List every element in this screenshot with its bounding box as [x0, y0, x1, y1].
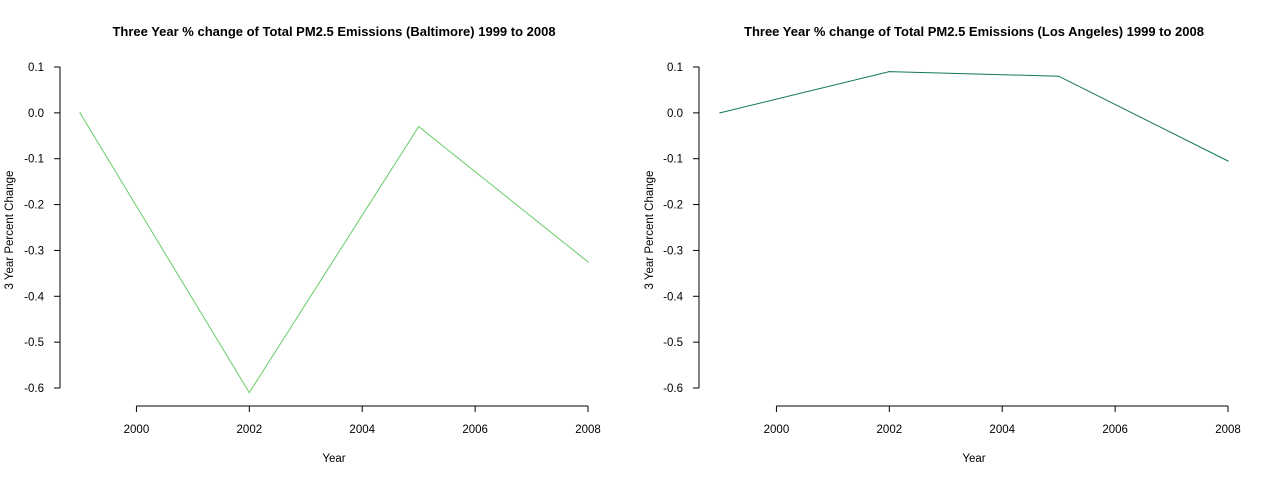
x-axis-label: Year: [322, 453, 345, 465]
data-point: [248, 391, 250, 394]
chart-title: Three Year % change of Total PM2.5 Emiss…: [744, 24, 1204, 39]
y-tick-label: -0.1: [663, 154, 683, 166]
x-tick-label: 2004: [989, 424, 1015, 436]
data-series-line: [79, 112, 589, 394]
data-point: [79, 112, 81, 114]
data-point: [587, 261, 589, 263]
y-tick-label: -0.5: [24, 337, 44, 349]
x-tick-label: 2000: [764, 424, 790, 436]
y-tick-label: 0.0: [28, 108, 44, 120]
y-tick-label: 0.1: [28, 62, 44, 74]
y-tick-label: -0.3: [24, 245, 44, 257]
x-tick-label: 2000: [124, 424, 150, 436]
x-axis-label: Year: [962, 453, 985, 465]
y-tick-label: -0.3: [663, 245, 683, 257]
y-tick-label: -0.4: [663, 291, 683, 303]
y-axis-label: 3 Year Percent Change: [644, 171, 656, 290]
data-series-line: [719, 71, 1229, 162]
y-axis-label: 3 Year Percent Change: [4, 171, 16, 290]
y-tick-label: 0.0: [667, 108, 683, 120]
x-tick-label: 2002: [877, 424, 903, 436]
data-point: [719, 112, 721, 114]
chart-title: Three Year % change of Total PM2.5 Emiss…: [112, 24, 555, 39]
data-point: [1058, 75, 1060, 77]
chart-panel-1: Three Year % change of Total PM2.5 Emiss…: [4, 24, 601, 465]
y-tick-label: -0.6: [663, 383, 683, 395]
x-tick-label: 2002: [237, 424, 263, 436]
y-tick-label: -0.4: [24, 291, 44, 303]
x-tick-label: 2004: [349, 424, 375, 436]
y-tick-label: -0.6: [24, 383, 44, 395]
x-tick-label: 2006: [462, 424, 488, 436]
y-tick-label: -0.1: [24, 154, 44, 166]
x-tick-label: 2008: [1215, 424, 1241, 436]
data-point: [888, 70, 890, 73]
x-tick-label: 2006: [1102, 424, 1128, 436]
x-tick-label: 2008: [575, 424, 601, 436]
y-tick-label: 0.1: [667, 62, 683, 74]
y-tick-label: -0.5: [663, 337, 683, 349]
y-tick-label: -0.2: [663, 200, 683, 212]
data-point: [1227, 160, 1229, 162]
data-point: [418, 126, 420, 128]
y-tick-label: -0.2: [24, 200, 44, 212]
chart-panel-2: Three Year % change of Total PM2.5 Emiss…: [644, 24, 1241, 465]
